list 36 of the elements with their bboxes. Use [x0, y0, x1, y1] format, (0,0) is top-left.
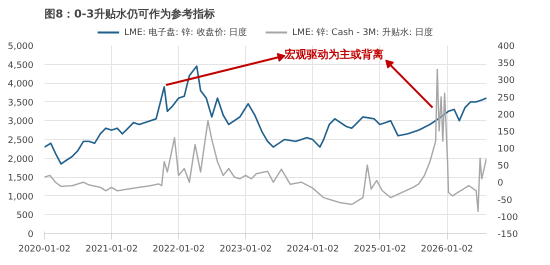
- legend-label: LME: 电子盘: 锌: 收盘价: 日度: [124, 26, 248, 38]
- y-tick-label: 3,500: [8, 98, 34, 108]
- y2-tick-label: 250: [498, 93, 515, 104]
- y2-tick-label: -50: [498, 196, 512, 206]
- y-tick-label: 1,000: [8, 192, 34, 202]
- chart-title: 图8：0-3升贴水仍可作为参考指标: [44, 8, 216, 20]
- x-tick-label: 2022-01-02: [152, 244, 205, 254]
- line-series: [44, 68, 486, 212]
- y-tick-label: 3,000: [8, 117, 34, 128]
- y2-tick-label: 100: [498, 144, 515, 155]
- y2-tick-label: 300: [498, 76, 515, 86]
- y-tick-label: 1,500: [8, 174, 34, 184]
- y-tick-label: 5,000: [8, 42, 34, 52]
- x-tick-label: 2020-01-02: [18, 244, 71, 254]
- y-tick-label: 2,000: [8, 154, 34, 165]
- y-tick-label: 4,500: [8, 60, 34, 71]
- y2-tick-label: -100: [498, 212, 518, 223]
- x-tick-label: 2023-01-02: [220, 244, 272, 254]
- y2-tick-label: 50: [498, 162, 510, 172]
- y2-tick-label: 400: [498, 42, 515, 52]
- y-tick-label: 2,500: [8, 136, 34, 146]
- line-series: [44, 65, 486, 165]
- x-tick-label: 2025-01-02: [354, 244, 406, 254]
- legend-label: LME: 锌: Cash - 3M: 升贴水: 日度: [292, 26, 433, 38]
- y2-tick-label: 150: [498, 127, 515, 138]
- x-tick-label: 2024-01-02: [286, 244, 339, 254]
- x-tick-label: 2021-01-02: [86, 244, 138, 254]
- annotation: 宏观驱动为主或背离: [284, 48, 384, 62]
- y-tick-label: 4,000: [8, 80, 34, 90]
- y2-tick-label: 200: [498, 110, 515, 120]
- x-tick-label: 2026-01-02: [420, 244, 474, 254]
- y2-tick-label: 0: [498, 178, 504, 189]
- y2-tick-label: -150: [498, 230, 518, 240]
- y-tick-label: 500: [16, 211, 34, 222]
- y-tick-label: 0: [28, 230, 34, 240]
- y2-tick-label: 350: [498, 59, 515, 70]
